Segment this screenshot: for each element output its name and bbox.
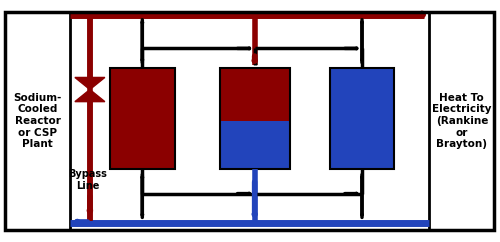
Bar (430, 12, 494, 230)
Bar (330, 68, 394, 169)
Bar (220, 68, 290, 169)
Text: Sodium-
Cooled
Reactor
or CSP
Plant: Sodium- Cooled Reactor or CSP Plant (14, 93, 62, 149)
Bar (220, 68, 290, 121)
Bar (5, 12, 70, 230)
Polygon shape (75, 77, 105, 90)
Text: Heat To
Electricity
(Rankine
or
Brayton): Heat To Electricity (Rankine or Brayton) (432, 93, 492, 149)
Bar (110, 68, 175, 169)
Polygon shape (75, 90, 105, 102)
Bar (220, 68, 290, 169)
Bar (330, 68, 394, 169)
Bar (110, 68, 175, 169)
Text: Bypass
Line: Bypass Line (68, 169, 107, 191)
